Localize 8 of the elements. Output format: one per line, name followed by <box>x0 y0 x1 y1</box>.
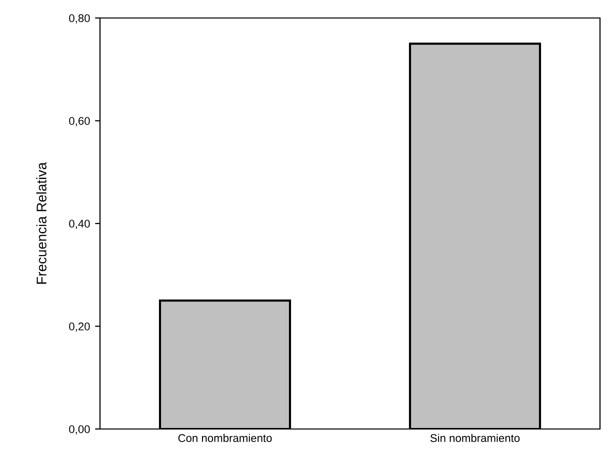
y-tick-label: 0,00 <box>69 425 90 434</box>
y-tick-label: 0,20 <box>69 322 90 332</box>
y-tick-label: 0,60 <box>69 117 90 126</box>
x-tick-label: Con nombramiento <box>178 434 272 442</box>
y-tick-label: 0,40 <box>69 220 90 229</box>
x-tick-label: Sin nombramiento <box>430 434 520 442</box>
y-tick-label: 0,80 <box>69 14 90 24</box>
y-axis-title: Frecuencia Relativa <box>36 162 46 284</box>
